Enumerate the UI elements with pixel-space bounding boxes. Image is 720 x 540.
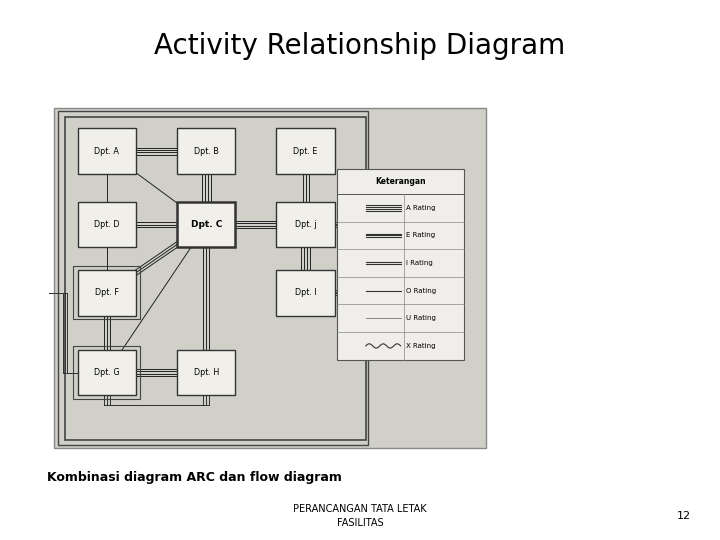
Bar	[54, 108, 486, 448]
Text: Dpt. j: Dpt. j	[294, 220, 317, 229]
Text: Dpt. F: Dpt. F	[95, 288, 119, 297]
Bar	[276, 201, 335, 247]
Bar	[337, 169, 464, 360]
Bar	[65, 117, 366, 440]
Text: A Rating: A Rating	[406, 205, 436, 211]
Bar	[58, 111, 368, 445]
Bar	[177, 129, 235, 174]
Text: X Rating: X Rating	[406, 343, 436, 349]
Bar	[177, 349, 235, 395]
Text: Dpt. D: Dpt. D	[94, 220, 120, 229]
Bar	[276, 129, 335, 174]
Bar	[177, 201, 235, 247]
Text: E Rating: E Rating	[406, 232, 435, 239]
Text: Keterangan: Keterangan	[375, 177, 426, 186]
Text: Dpt. B: Dpt. B	[194, 147, 219, 156]
Bar	[78, 269, 136, 315]
Text: 12: 12	[677, 511, 691, 521]
Text: Dpt. I: Dpt. I	[294, 288, 317, 297]
Bar	[78, 201, 136, 247]
Text: Kombinasi diagram ARC dan flow diagram: Kombinasi diagram ARC dan flow diagram	[47, 471, 342, 484]
Bar	[78, 129, 136, 174]
Text: Dpt. H: Dpt. H	[194, 368, 219, 377]
Text: PERANCANGAN TATA LETAK
FASILITAS: PERANCANGAN TATA LETAK FASILITAS	[293, 504, 427, 528]
Text: U Rating: U Rating	[406, 315, 436, 321]
Text: I Rating: I Rating	[406, 260, 433, 266]
Text: Dpt. E: Dpt. E	[294, 147, 318, 156]
Bar	[276, 269, 335, 315]
Bar	[73, 266, 140, 319]
Bar	[73, 346, 140, 399]
Bar	[78, 349, 136, 395]
Text: O Rating: O Rating	[406, 288, 436, 294]
Text: Dpt. G: Dpt. G	[94, 368, 120, 377]
Text: Dpt. C: Dpt. C	[191, 220, 222, 229]
Text: Dpt. A: Dpt. A	[94, 147, 120, 156]
Text: Activity Relationship Diagram: Activity Relationship Diagram	[154, 32, 566, 60]
